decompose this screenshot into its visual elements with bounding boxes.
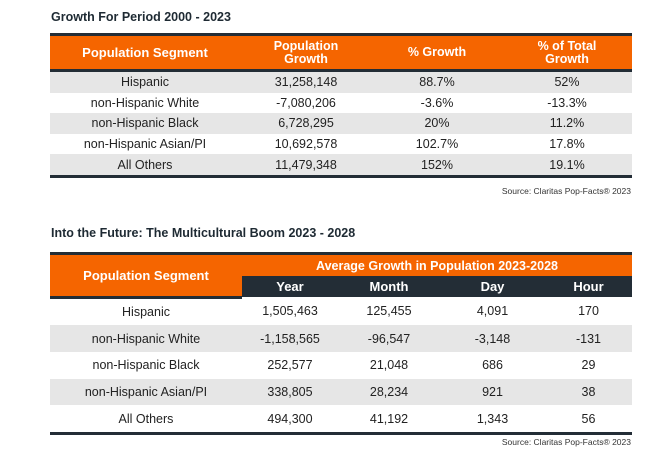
cell-segment: non-Hispanic Black [50, 351, 242, 379]
table-row: non-Hispanic Black 252,577 21,048 686 29 [50, 351, 632, 379]
cell-pct-growth: 152% [372, 154, 502, 177]
table-row: Hispanic 31,258,148 88.7% 52% [50, 70, 632, 93]
cell-segment: non-Hispanic White [50, 92, 240, 114]
cell-population-growth: 31,258,148 [240, 70, 372, 93]
cell-pct-total-growth: 19.1% [502, 154, 632, 177]
cell-pct-total-growth: -13.3% [502, 92, 632, 114]
cell-pct-total-growth: 52% [502, 70, 632, 93]
cell-segment: Hispanic [50, 70, 240, 93]
table-row: All Others 11,479,348 152% 19.1% [50, 154, 632, 177]
column-header-pct-growth: % Growth [372, 34, 502, 72]
cell-day: 1,343 [440, 405, 545, 434]
cell-day: 4,091 [440, 297, 545, 326]
cell-segment: non-Hispanic Black [50, 113, 240, 134]
table-row: All Others 494,300 41,192 1,343 56 [50, 405, 632, 434]
column-header-segment: Population Segment [50, 34, 240, 72]
table1-title: Growth For Period 2000 - 2023 [51, 10, 231, 24]
cell-year: 494,300 [242, 405, 338, 434]
cell-pct-total-growth: 11.2% [502, 113, 632, 134]
cell-population-growth: 6,728,295 [240, 113, 372, 134]
table-subheader-row: Year Month Day Hour [50, 276, 632, 297]
table-row: non-Hispanic Asian/PI 10,692,578 102.7% … [50, 133, 632, 155]
cell-month: -96,547 [338, 325, 440, 352]
growth-2000-2023-table: Population Segment Population Growth % G… [50, 33, 632, 178]
cell-hour: -131 [545, 325, 632, 352]
table-row: non-Hispanic Black 6,728,295 20% 11.2% [50, 113, 632, 134]
cell-day: -3,148 [440, 325, 545, 352]
table-row: non-Hispanic Asian/PI 338,805 28,234 921… [50, 378, 632, 406]
cell-population-growth: -7,080,206 [240, 92, 372, 114]
cell-population-growth: 11,479,348 [240, 154, 372, 177]
cell-segment: non-Hispanic White [50, 325, 242, 352]
cell-segment: All Others [50, 405, 242, 434]
table2-title: Into the Future: The Multicultural Boom … [51, 226, 356, 240]
cell-month: 21,048 [338, 351, 440, 379]
cell-hour: 29 [545, 351, 632, 379]
cell-month: 41,192 [338, 405, 440, 434]
cell-hour: 38 [545, 378, 632, 406]
column-group-header: Average Growth in Population 2023-2028 [242, 253, 632, 276]
cell-year: 252,577 [242, 351, 338, 379]
cell-pct-growth: 102.7% [372, 133, 502, 155]
table-header-row: Population Segment Average Growth in Pop… [50, 253, 632, 299]
cell-segment: All Others [50, 154, 240, 177]
cell-pct-growth: 88.7% [372, 70, 502, 93]
table-header-row: Population Segment Population Growth % G… [50, 34, 632, 72]
multicultural-boom-table: Population Segment Average Growth in Pop… [50, 252, 632, 435]
cell-population-growth: 10,692,578 [240, 133, 372, 155]
cell-month: 125,455 [338, 297, 440, 326]
table-row: non-Hispanic White -7,080,206 -3.6% -13.… [50, 92, 632, 114]
table2-source-note: Source: Claritas Pop-Facts® 2023 [501, 437, 631, 447]
cell-hour: 56 [545, 405, 632, 434]
column-header-segment: Population Segment [50, 253, 242, 299]
cell-year: 1,505,463 [242, 297, 338, 326]
table1-source-note: Source: Claritas Pop-Facts® 2023 [501, 186, 631, 196]
column-header-hour: Hour [545, 276, 632, 297]
cell-segment: non-Hispanic Asian/PI [50, 378, 242, 406]
table-row: Hispanic 1,505,463 125,455 4,091 170 [50, 297, 632, 326]
column-header-year: Year [242, 276, 338, 297]
cell-segment: non-Hispanic Asian/PI [50, 133, 240, 155]
table-row: non-Hispanic White -1,158,565 -96,547 -3… [50, 325, 632, 352]
column-header-day: Day [440, 276, 545, 297]
cell-day: 921 [440, 378, 545, 406]
column-header-month: Month [338, 276, 440, 297]
column-header-population-growth: Population Growth [240, 34, 372, 72]
cell-month: 28,234 [338, 378, 440, 406]
cell-day: 686 [440, 351, 545, 379]
cell-year: 338,805 [242, 378, 338, 406]
column-header-pct-total-growth: % of Total Growth [502, 34, 632, 72]
cell-hour: 170 [545, 297, 632, 326]
cell-year: -1,158,565 [242, 325, 338, 352]
cell-pct-total-growth: 17.8% [502, 133, 632, 155]
cell-segment: Hispanic [50, 297, 242, 326]
cell-pct-growth: -3.6% [372, 92, 502, 114]
cell-pct-growth: 20% [372, 113, 502, 134]
